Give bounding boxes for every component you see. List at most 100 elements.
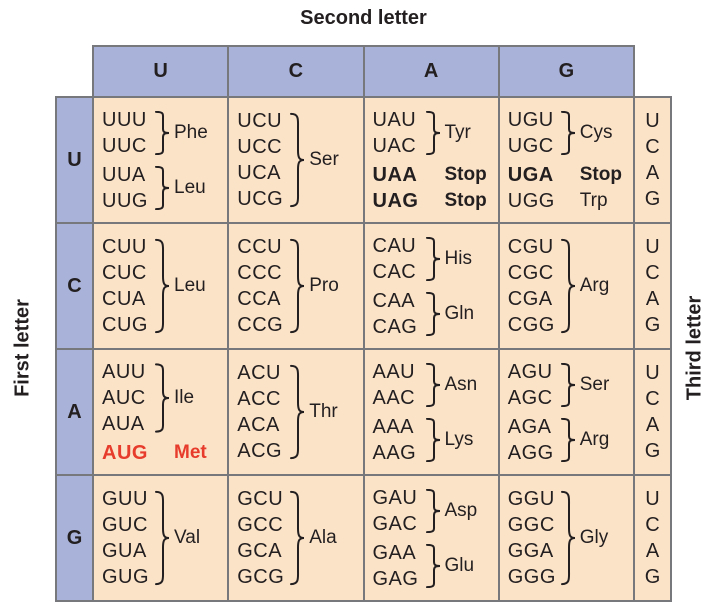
codon-list: UGU UGC <box>508 107 560 159</box>
codon: CUU <box>102 236 147 258</box>
amino-acid-label: Trp <box>579 189 608 211</box>
first-letter-header-A: A <box>57 350 92 474</box>
codon-cell-GC: GCU GCC GCA GCG Ala <box>229 476 363 600</box>
third-letter: C <box>645 388 660 410</box>
codon: UGA <box>507 163 554 186</box>
grouping-brace <box>560 111 576 155</box>
grouping-brace <box>425 363 441 407</box>
second-letter-header-U: U <box>94 47 228 96</box>
codon: GAG <box>372 567 419 590</box>
codon-cell-AG: AGU AGC Ser AGA AGG Arg <box>499 350 633 474</box>
third-letter: U <box>645 236 660 258</box>
codon: GCG <box>237 566 285 588</box>
codon: UGC <box>507 134 554 157</box>
codon: CGA <box>507 288 553 310</box>
codon: AGU <box>507 360 553 383</box>
grouping-brace <box>154 111 170 155</box>
codon-group: GAU GAC Asp <box>373 485 498 537</box>
codon-list: UCU UCC UCA UCG <box>237 108 289 212</box>
grouping-brace <box>425 418 441 462</box>
grouping-brace <box>425 237 441 281</box>
codon: AAG <box>372 441 417 464</box>
third-letter: A <box>645 162 660 184</box>
amino-acid-label: Thr <box>309 401 338 422</box>
codon: GGG <box>507 566 556 588</box>
codon-cell-GU: GUU GUC GUA GUG Val <box>94 476 228 600</box>
codon-list: GAA GAG <box>373 540 425 592</box>
grouping-brace <box>289 490 305 586</box>
codon: AAU <box>372 360 416 383</box>
amino-acid-label: His <box>444 247 472 269</box>
codon: UGG <box>507 189 555 212</box>
second-letter-axis-title: Second letter <box>300 7 427 29</box>
third-letter: A <box>645 540 660 562</box>
grouping-brace <box>154 166 170 210</box>
grouping-brace <box>425 111 441 155</box>
amino-acid-label: Gly <box>579 527 609 548</box>
codon-list: AAA AAG <box>373 414 425 466</box>
codon: AAA <box>372 415 415 438</box>
codon: UCU <box>237 110 283 132</box>
codon: CAC <box>372 260 417 283</box>
codon: GUU <box>102 488 148 510</box>
third-letter: G <box>644 440 661 462</box>
codon: AGG <box>507 441 554 464</box>
codon: GGA <box>507 540 554 562</box>
amino-acid-label: Asn <box>444 373 478 395</box>
codon-line-group: AUG Met <box>102 440 227 466</box>
third-letter: U <box>645 362 660 384</box>
codon-group: UGU UGC Cys <box>508 107 633 159</box>
amino-acid-label: Asp <box>444 499 478 521</box>
grouping-brace <box>560 238 576 334</box>
codon: AUU <box>102 360 146 383</box>
codon-group: AGA AGG Arg <box>508 414 633 466</box>
amino-acid-label: Pro <box>309 275 339 296</box>
codon-group: AAA AAG Lys <box>373 414 498 466</box>
codon: UCA <box>237 162 281 184</box>
codon: ACG <box>237 440 283 462</box>
codon: GUC <box>102 514 148 536</box>
codon: GAC <box>372 512 418 535</box>
codon-group: UCU UCC UCA UCG Ser <box>237 108 362 212</box>
codon: CCU <box>237 236 283 258</box>
grouping-brace <box>154 238 170 334</box>
codon-cell-CG: CGU CGC CGA CGG Arg <box>499 224 633 348</box>
codon-line-list: UAA Stop UAG Stop <box>373 162 487 214</box>
codon-list: GGU GGC GGA GGG <box>508 486 560 590</box>
codon-list: CCU CCC CCA CCG <box>237 234 289 338</box>
codon-group: AAU AAC Asn <box>373 359 498 411</box>
grouping-brace <box>425 292 441 336</box>
codon-group: CAA CAG Gln <box>373 288 498 340</box>
codon: GGC <box>507 514 555 536</box>
codon-line-group: UAA Stop UAG Stop <box>373 162 498 214</box>
codon: GCA <box>237 540 283 562</box>
grouping-brace <box>560 490 576 586</box>
second-letter-header-A: A <box>364 47 498 96</box>
amino-acid-label: Tyr <box>444 121 471 143</box>
codon-cell-UU: UUU UUC Phe UUA UUG Leu <box>94 98 228 222</box>
codon-group: ACU ACC ACA ACG Thr <box>237 360 362 464</box>
codon: AAC <box>372 386 416 409</box>
amino-acid-label: Ala <box>309 527 337 548</box>
codon: CCC <box>237 262 283 284</box>
codon: UCG <box>237 188 284 210</box>
codon-list: GCU GCC GCA GCG <box>237 486 289 590</box>
codon: ACA <box>237 414 280 436</box>
codon: AGA <box>507 415 552 438</box>
codon-cell-UA: UAU UAC Tyr UAA Stop UAG Stop <box>364 98 498 222</box>
codon: UUU <box>102 108 147 131</box>
amino-acid-label: Stop <box>579 163 622 185</box>
codon-group: GUU GUC GUA GUG Val <box>102 486 227 590</box>
codon-group: UAU UAC Tyr <box>373 107 498 159</box>
codon-line-list: AUG Met <box>102 440 207 466</box>
codon-list: AAU AAC <box>373 359 425 411</box>
third-letter: A <box>645 414 660 436</box>
amino-acid-label: Val <box>174 527 201 548</box>
codon: CAU <box>372 234 417 257</box>
amino-acid-label: Arg <box>579 275 610 296</box>
